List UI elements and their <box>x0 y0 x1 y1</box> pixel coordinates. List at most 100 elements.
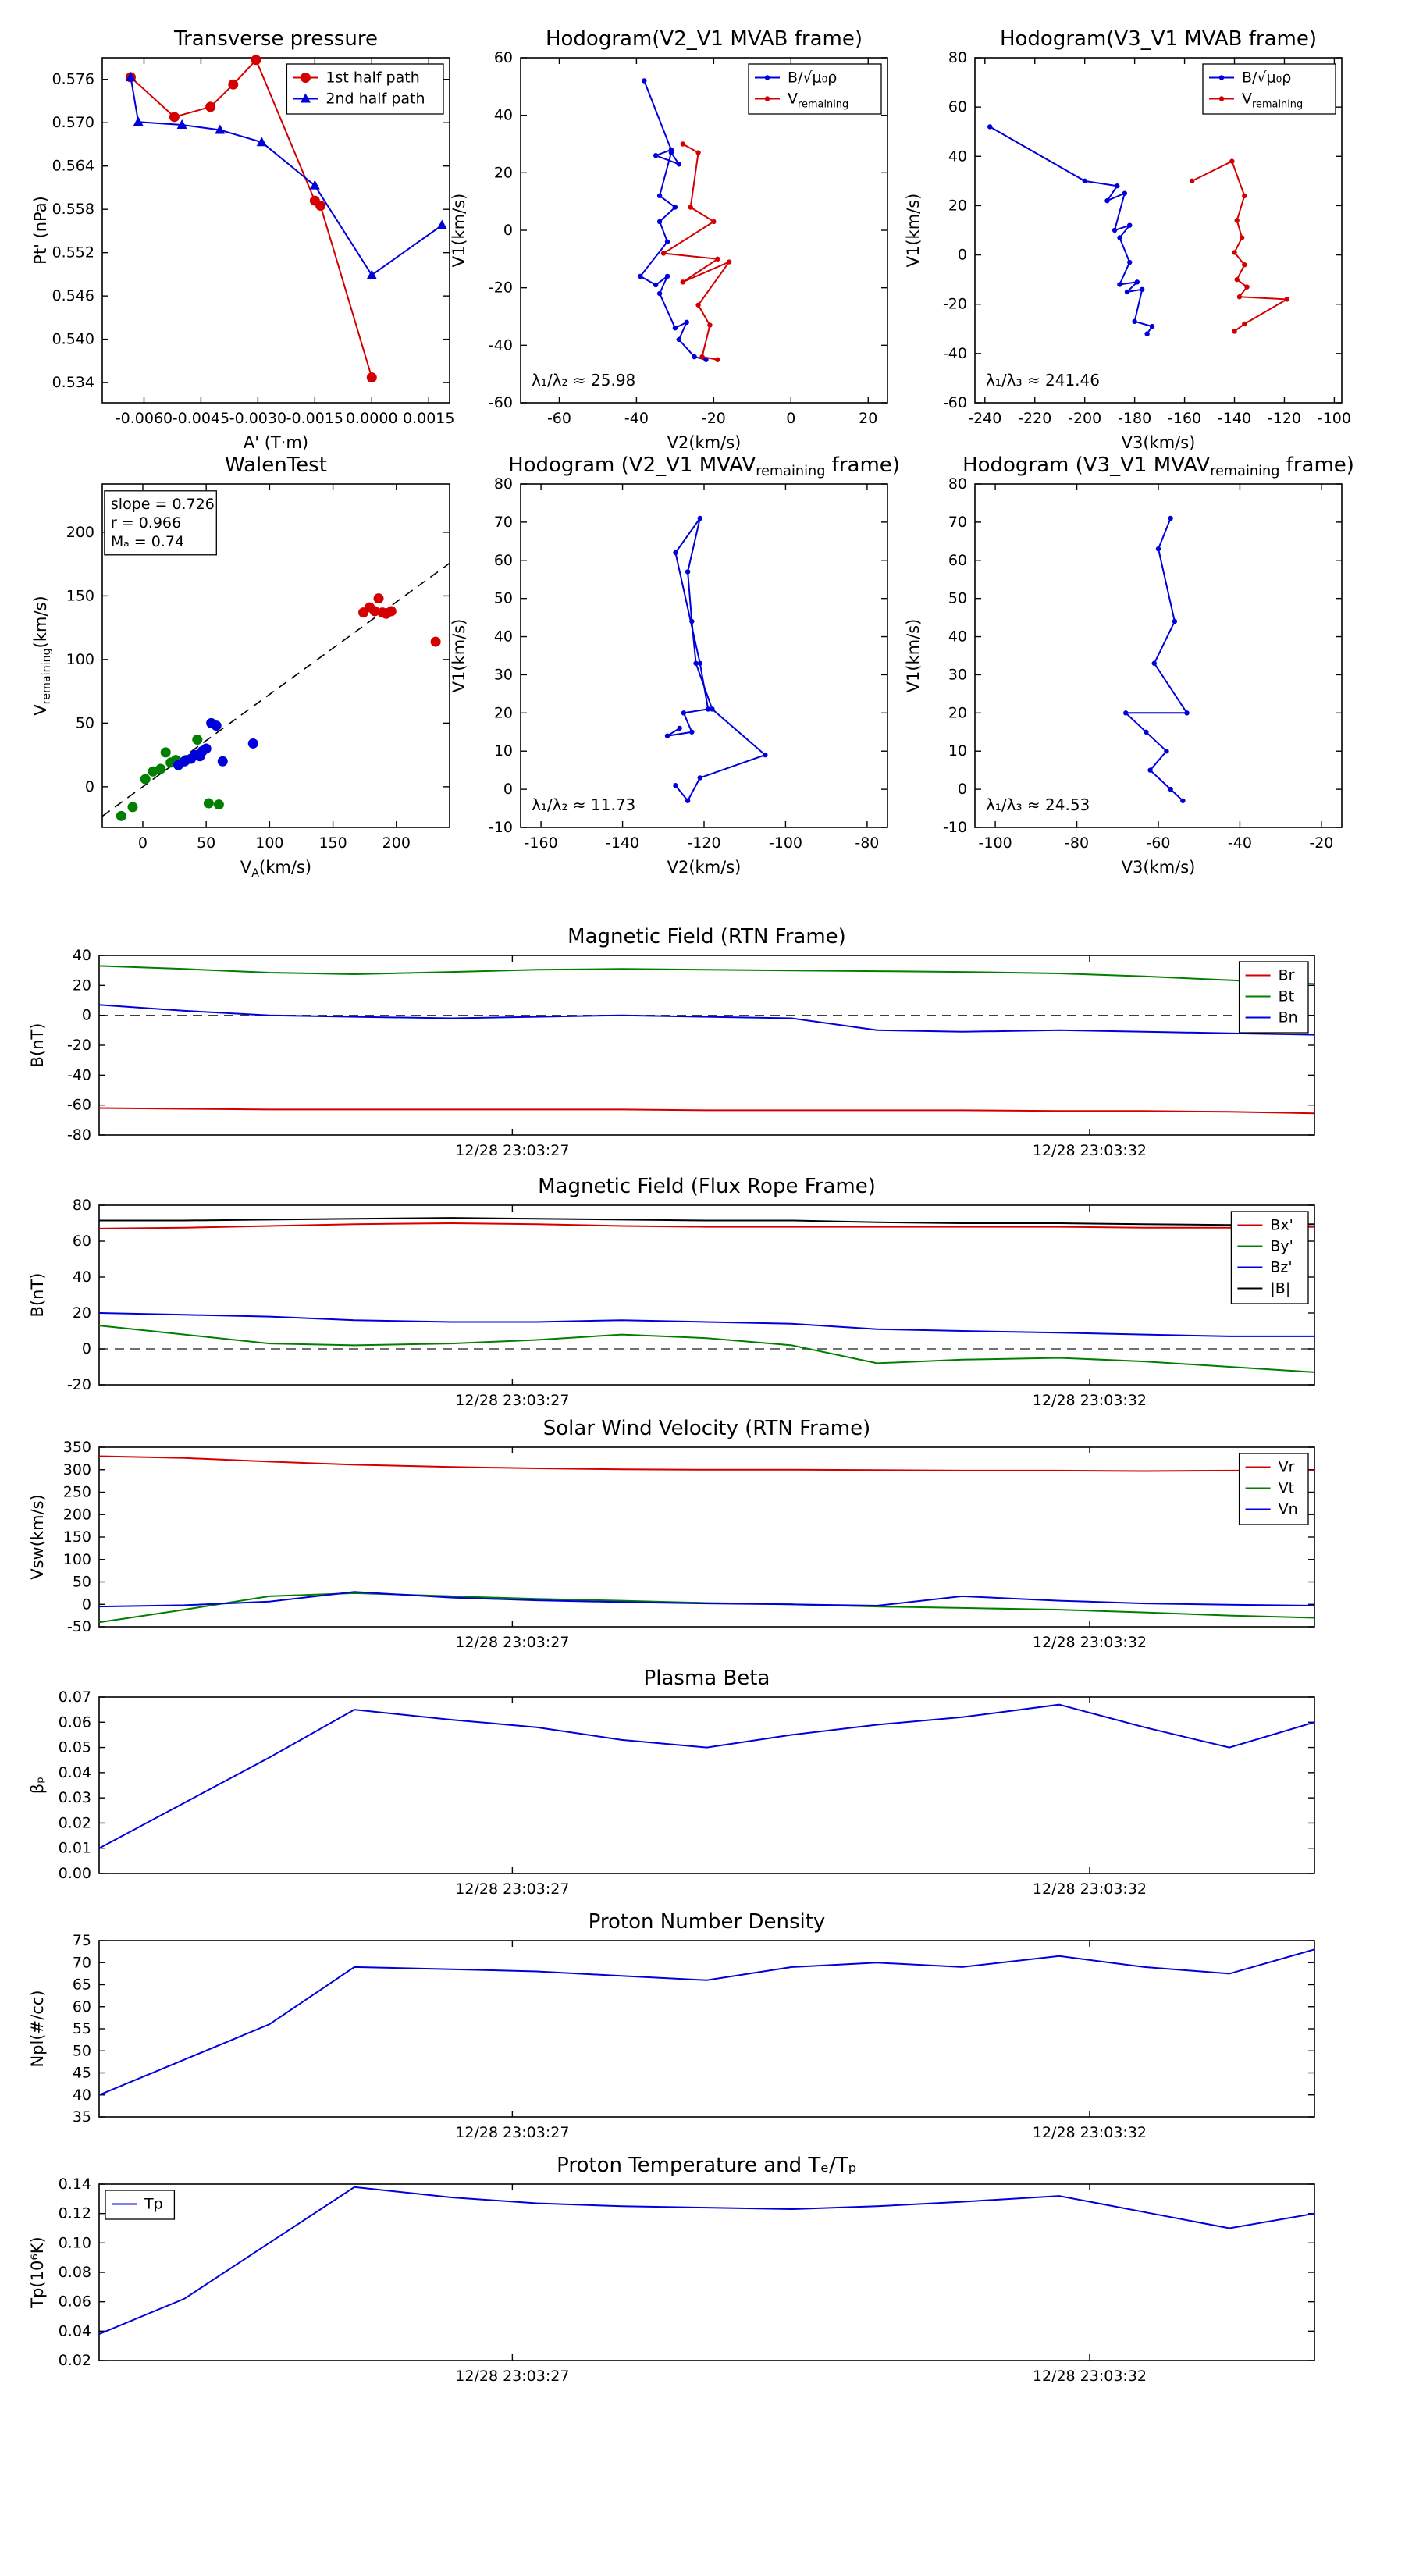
y-tick-label: 50 <box>494 590 513 607</box>
x-tick-label: 12/28 23:03:32 <box>1033 2368 1147 2385</box>
series-markers-b-field <box>987 124 1155 336</box>
x-tick-label: -0.0045 <box>173 410 229 427</box>
panel-magnetic-field-flux-rope: Magnetic Field (Flux Rope Frame) 12/28 23… <box>13 1158 1338 1439</box>
y-tick-label: -10 <box>489 819 513 836</box>
y-tick-label: -20 <box>67 1037 91 1054</box>
annotation: λ₁/λ₂ ≈ 11.73 <box>532 795 635 814</box>
y-axis-label: V1(km/s) <box>904 194 923 268</box>
x-tick-label: -60 <box>1146 834 1170 852</box>
y-tick-label: 0 <box>503 781 513 798</box>
x-tick-label: 0.0015 <box>403 410 454 427</box>
y-tick-label: 0.06 <box>59 1713 91 1731</box>
y-tick-label: 0.08 <box>59 2264 91 2281</box>
chart-title: Proton Temperature and Tₑ/Tₚ <box>557 2154 857 2177</box>
y-axis-label: βₚ <box>28 1777 47 1794</box>
x-tick-label: -0.0015 <box>286 410 343 427</box>
y-axis-label: B(nT) <box>28 1273 47 1318</box>
x-axis-label: V2(km/s) <box>667 433 742 452</box>
legend-label: Vt <box>1279 1480 1294 1497</box>
y-tick-label: 0 <box>82 1007 91 1024</box>
legend-label: B/√μ₀ρ <box>788 69 837 87</box>
series-v-remaining <box>661 143 732 361</box>
series-markers-second-half <box>125 71 447 279</box>
y-tick-label: 55 <box>73 2020 91 2037</box>
y-tick-label: 40 <box>73 2087 91 2104</box>
panel-hodogram-v2v1-mvab: Hodogram(V2_V1 MVAB frame) -60 -40 -20 0 20 -6… <box>435 11 911 457</box>
chart-title: Transverse pressure <box>173 27 378 51</box>
y-tick-label: 10 <box>494 742 513 760</box>
y-tick-label: -10 <box>943 819 967 836</box>
y-tick-label: 80 <box>494 475 513 493</box>
series-bt <box>98 965 1315 985</box>
plot-area <box>98 1696 1315 1874</box>
x-tick-label: -40 <box>1228 834 1252 852</box>
x-tick-label: -140 <box>1218 410 1251 427</box>
series-vn <box>98 1591 1315 1608</box>
x-tick-label: -100 <box>1318 410 1351 427</box>
legend-label: |B| <box>1270 1280 1290 1297</box>
y-tick-label: 40 <box>494 628 513 646</box>
y-tick-label: 40 <box>73 1268 91 1286</box>
y-tick-label: -20 <box>489 279 513 297</box>
legend: Br Bt Bn <box>1238 961 1309 1034</box>
x-tick-label: 12/28 23:03:27 <box>455 1142 569 1159</box>
panel-transverse-pressure: Transverse pressure -0.0060 -0.0045 -0.0030… <box>16 11 473 457</box>
y-tick-label: 20 <box>73 977 91 994</box>
legend-label: Vremaining <box>1242 91 1303 111</box>
chart-svg: Magnetic Field (Flux Rope Frame) 12/28 23… <box>28 1175 1315 1409</box>
series-v-remaining <box>1191 160 1290 333</box>
x-tick-label: -20 <box>702 410 726 427</box>
y-tick-label: 20 <box>494 704 513 721</box>
y-tick-label: 80 <box>948 49 967 66</box>
series-bz-prime <box>98 1312 1314 1337</box>
y-tick-label: -50 <box>67 1618 91 1635</box>
legend: B/√μ₀ρ Vremaining <box>1202 63 1336 115</box>
annotation: slope = 0.726 <box>111 496 215 513</box>
legend: B/√μ₀ρ Vremaining <box>748 63 882 115</box>
legend-label: Br <box>1279 967 1295 984</box>
y-tick-label: 70 <box>494 514 513 531</box>
chart-title: Solar Wind Velocity (RTN Frame) <box>543 1417 870 1440</box>
series-br <box>98 1107 1315 1115</box>
y-tick-label: 20 <box>948 197 967 214</box>
y-tick-label: 100 <box>63 1551 91 1568</box>
legend-label: 2nd half path <box>325 91 425 108</box>
series-markers-scatter-red <box>358 593 441 647</box>
y-tick-label: 0.02 <box>59 2352 91 2369</box>
x-tick-label: 150 <box>318 834 347 852</box>
x-tick-label: -140 <box>606 834 639 852</box>
y-tick-label: 40 <box>73 947 91 964</box>
y-tick-label: 0 <box>85 778 94 795</box>
x-tick-label: 12/28 23:03:27 <box>455 2368 569 2385</box>
x-tick-label: 12/28 23:03:27 <box>455 2124 569 2141</box>
chart-title: Plasma Beta <box>644 1667 770 1690</box>
y-tick-label: 0.04 <box>59 1764 91 1781</box>
x-tick-label: -40 <box>624 410 649 427</box>
y-tick-label: 0.05 <box>59 1739 91 1756</box>
series-npl <box>98 1948 1315 2096</box>
x-tick-label: -220 <box>1018 410 1051 427</box>
y-tick-label: 40 <box>494 107 513 124</box>
y-tick-label: -40 <box>943 345 967 362</box>
series-b-field <box>989 126 1154 335</box>
annotation: λ₁/λ₃ ≈ 241.46 <box>986 371 1100 390</box>
series-b-mag <box>99 1217 1315 1226</box>
x-tick-label: -80 <box>1065 834 1089 852</box>
x-tick-label: 12/28 23:03:27 <box>455 1392 569 1409</box>
y-tick-label: 20 <box>948 704 967 721</box>
y-tick-label: 0 <box>958 247 967 264</box>
series-vt <box>98 1592 1315 1624</box>
y-tick-label: 30 <box>948 666 967 683</box>
y-tick-label: 350 <box>63 1439 91 1456</box>
y-axis-label: Npl(#/cc) <box>28 1990 47 2067</box>
x-tick-label: -120 <box>687 834 720 852</box>
panel-hodogram-v3v1-mvav: Hodogram (V3_V1 MVAVremaining frame) -100… <box>889 437 1365 882</box>
chart-svg: Proton Temperature and Tₑ/Tₚ 12/28 23:03:… <box>28 2154 1315 2385</box>
x-axis-label: V3(km/s) <box>1122 858 1196 877</box>
y-tick-label: 50 <box>76 714 94 731</box>
x-tick-label: -60 <box>547 410 571 427</box>
panel-magnetic-field-rtn: Magnetic Field (RTN Frame) 12/28 23:03:27… <box>13 909 1338 1190</box>
series-b-field <box>1123 518 1189 802</box>
x-axis-label: VA(km/s) <box>240 858 311 880</box>
series-markers-b-field <box>664 515 768 803</box>
